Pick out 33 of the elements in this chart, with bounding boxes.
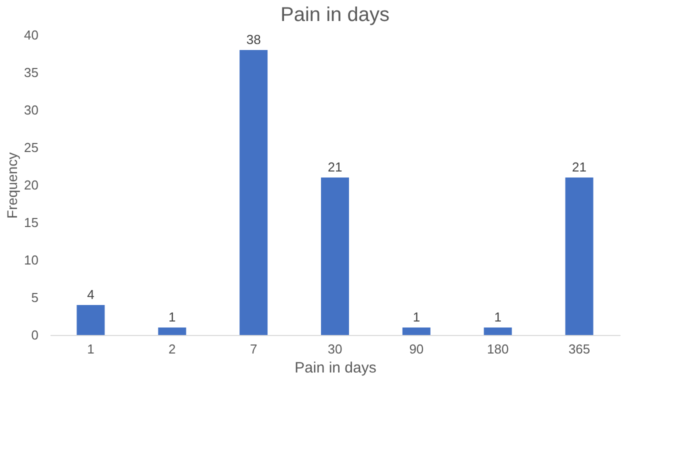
bar	[402, 328, 430, 335]
y-tick-label: 35	[24, 65, 38, 80]
data-label: 21	[328, 160, 342, 174]
y-tick-label: 40	[24, 28, 38, 42]
data-label: 21	[572, 160, 587, 174]
y-tick-label: 25	[24, 140, 38, 155]
y-tick-label: 30	[24, 102, 38, 118]
bar	[76, 305, 105, 335]
data-label: 1	[494, 310, 502, 324]
x-tick-label: 2	[168, 342, 176, 356]
y-tick-label: 20	[24, 178, 38, 192]
x-tick-label: 1	[87, 342, 94, 356]
y-tick-label: 0	[31, 328, 38, 342]
x-tick-label: 90	[409, 342, 424, 356]
y-axis-title: Frequency	[4, 152, 20, 219]
y-tick-label: 5	[31, 290, 38, 305]
data-label: 1	[412, 310, 420, 324]
data-label: 4	[87, 287, 94, 302]
x-tick-label: 365	[568, 342, 590, 356]
y-tick-label: 10	[24, 252, 38, 268]
bar	[240, 50, 268, 335]
chart-title: Pain in days	[280, 4, 390, 26]
x-tick-label: 180	[487, 342, 509, 356]
bar	[484, 328, 512, 335]
x-tick-label: 30	[328, 342, 342, 356]
data-label: 38	[246, 32, 261, 47]
data-label: 1	[168, 310, 176, 324]
x-axis-title: Pain in days	[294, 360, 376, 376]
bar	[158, 328, 186, 335]
x-tick-label: 7	[250, 342, 258, 356]
bar	[565, 178, 594, 335]
bar	[321, 178, 349, 335]
y-tick-label: 15	[24, 215, 38, 230]
